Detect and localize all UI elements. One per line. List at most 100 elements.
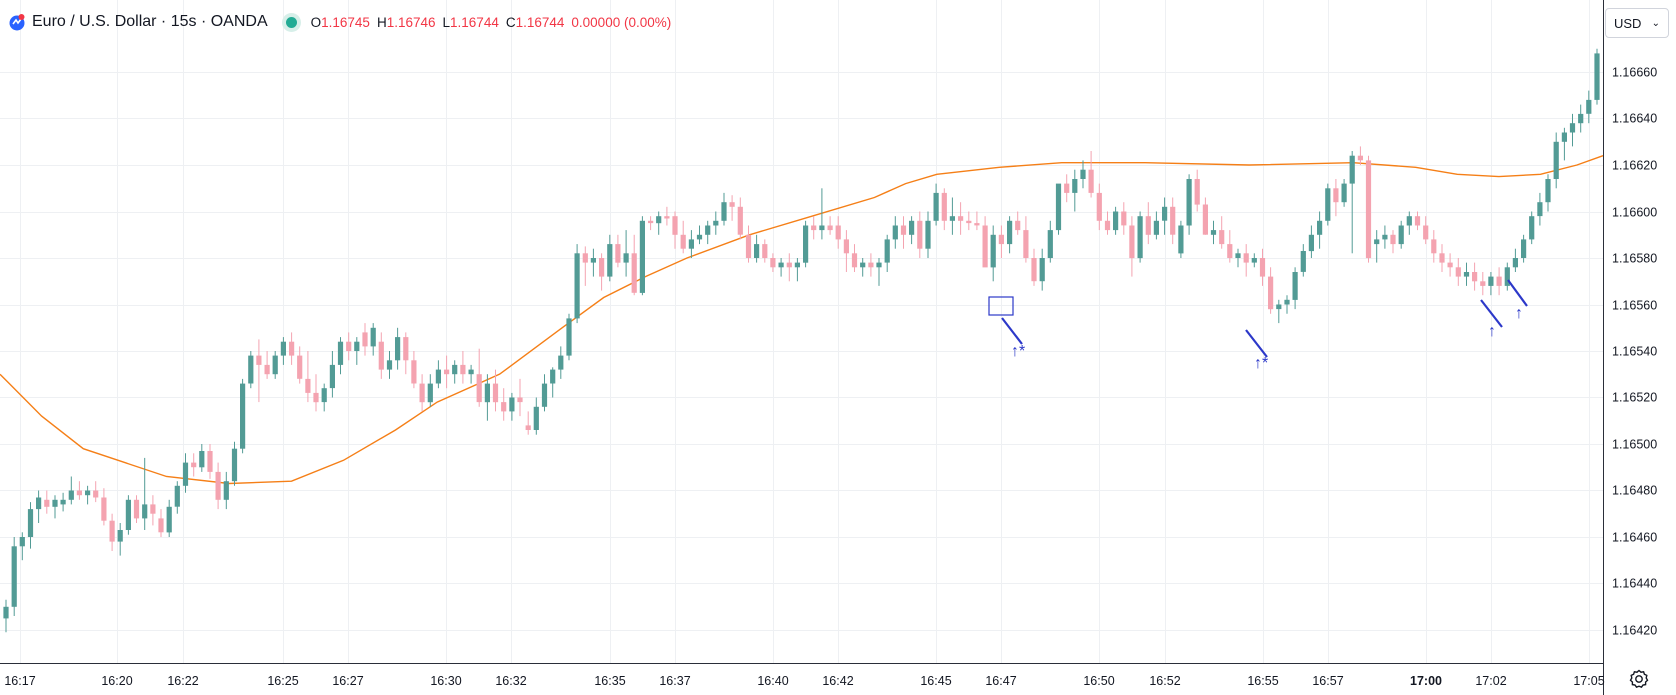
candle [1162,197,1168,235]
candle-body [199,451,205,468]
candle-body [1088,169,1094,193]
candle-body [745,234,752,258]
candle-body [1365,160,1372,259]
chevron-down-icon: ⌄ [1651,17,1660,29]
time-axis[interactable]: 16:17 16:20 16:22 16:25 16:27 16:30 16:32 16:35… [4,674,1604,688]
market-status-icon[interactable] [285,16,297,28]
candle [1423,216,1429,245]
candle [231,441,238,486]
candle-body [517,397,523,403]
candle [1521,234,1527,263]
candle [1463,262,1470,286]
currency-select[interactable]: USD ⌄ [1605,8,1669,38]
candle-body [721,202,727,221]
candle [1153,211,1159,240]
candle [1561,127,1567,161]
annotation-label-3: ↑ [1488,323,1496,340]
candle-body [533,406,539,430]
time-tick-label: 16:30 [430,674,461,688]
candle-body [1398,225,1404,245]
candle-body [501,402,507,412]
candle-body [60,499,66,505]
candle [460,351,466,384]
candle [1276,299,1282,324]
candle [1472,262,1478,291]
candle [1390,230,1396,254]
candle [1333,179,1339,217]
gear-icon[interactable] [1628,668,1650,690]
candle-body [305,378,311,393]
candle-body [1300,251,1306,272]
candle-body [1235,253,1241,258]
candle-body [297,355,303,379]
price-tick-label: 1.16660 [1612,66,1657,80]
candle-body [1512,258,1518,268]
candle [289,332,295,365]
candle-body [949,216,955,221]
candle [900,216,907,249]
candle-body [1521,239,1527,258]
candle [941,188,947,231]
candle [1414,211,1421,231]
candle [1439,244,1445,272]
time-tick-label: 16:45 [920,674,951,688]
candle [1170,197,1176,245]
candle [737,197,743,240]
candle-body [843,239,849,254]
candle-body [590,258,596,263]
open-key: O [310,14,322,30]
candle [264,351,270,379]
candle [1488,272,1494,296]
candle-body [1031,258,1037,282]
candle [1447,253,1453,277]
candle-body [378,341,384,370]
candle [696,225,703,245]
candle-body [525,425,531,430]
candle-body [958,216,964,221]
candle [1178,220,1184,258]
candle-body [1561,132,1567,142]
candle [541,374,548,412]
price-tick-label: 1.16600 [1612,206,1657,220]
candle [501,388,507,421]
candle-body [648,220,654,224]
candle-body [1537,202,1543,217]
candle [1064,174,1070,203]
candle-body [835,225,841,240]
candle [1586,90,1592,124]
symbol-title[interactable]: Euro / U.S. Dollar · 15s · OANDA [32,13,268,30]
candle-body [370,327,376,347]
annotations-layer: ↑* ↑* ↑ ↑ [988,279,1528,372]
candle [794,258,800,282]
candle-body [476,374,482,403]
candle-body [11,546,17,607]
candle-body [1439,253,1445,263]
candle [1398,220,1404,249]
candle-body [1480,281,1486,286]
candle-body [623,253,629,263]
candle-body [85,490,91,496]
candle-body [998,234,1004,245]
candle-body [240,383,246,449]
candle-body [36,497,42,510]
candle-body [1455,267,1461,277]
candle-body [1374,239,1380,245]
candle [876,258,882,286]
candle [949,197,955,235]
price-axis[interactable]: 1.16660 1.16640 1.16620 1.16600 1.16580 1.165… [1612,66,1657,638]
candle [721,192,727,226]
annotation-label-1: ↑* [1011,343,1025,360]
candle-body [484,383,490,403]
candle [819,188,825,240]
candle-body [52,499,58,507]
candle-body [1488,276,1494,286]
candle-body [1227,244,1233,258]
candle-body [411,360,417,384]
time-tick-label: 16:50 [1083,674,1114,688]
candle [778,258,784,277]
candle-body [1292,272,1298,300]
candles-layer [3,48,1600,633]
candle [705,220,711,245]
candle [1553,132,1559,189]
